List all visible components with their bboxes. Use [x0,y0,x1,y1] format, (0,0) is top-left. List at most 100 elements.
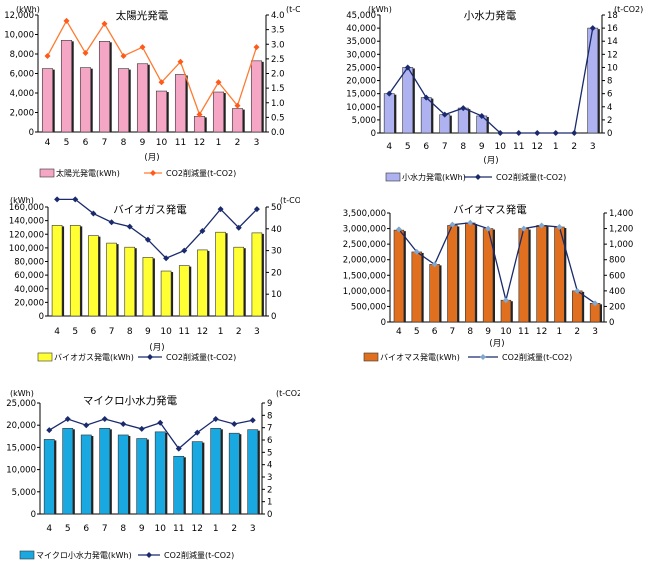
y-tick-label-left: 0 [29,128,34,138]
line-point [101,20,108,27]
x-tick-label: 6 [83,524,89,534]
y-tick-label-right: 5 [267,448,272,458]
x-tick-label: 3 [590,142,596,152]
line-point [478,112,485,119]
y-tick-label-left: 2,500,000 [343,240,386,250]
y-tick-label-right: 8 [607,77,612,87]
x-tick-label: 6 [83,138,89,148]
line-point [157,419,164,426]
x-tick-label: 9 [139,524,145,534]
bar [136,438,148,515]
x-tick-label: 6 [91,327,97,337]
legend-line-label: CO2削減量(t-CO2) [166,168,236,178]
x-tick-label: 12 [194,138,205,148]
line-point [54,196,61,203]
y-tick-label-left: 2,000 [10,109,34,119]
y-tick-label-left: 3,500,000 [343,209,386,219]
y-tick-label-right: 0 [271,312,276,322]
line-point [253,44,260,51]
x-tick-label: 4 [46,524,52,534]
line-point [515,130,522,136]
line-point [497,130,504,136]
bar [98,41,111,133]
x-axis-label: (月) [483,156,498,166]
bar [215,231,226,317]
y-unit-left: (kWh) [10,389,34,398]
y-tick-label-right: 2.5 [271,55,285,65]
bar [210,428,222,515]
legend-line-marker [147,354,153,360]
bar [117,434,129,515]
y-tick-label-left: 80,000 [14,258,44,268]
legend-line-label: CO2削減量(t-CO2) [502,352,572,362]
line-point [101,416,108,423]
y-tick-label-left: 1,500,000 [343,271,386,281]
legend-bar-swatch [39,168,55,178]
line-point [120,420,127,427]
bar [178,265,190,317]
chart-biogas: 0 20,000 40,000 60,000 80,000 100,000 120,000 1… [0,193,300,375]
line-point [404,64,411,71]
line-point [83,422,90,429]
y-tick-label-left: 20,000 [346,77,376,87]
line-point [196,111,203,118]
line-point [485,225,492,232]
bar [233,246,245,317]
y-unit-left: (kWh) [16,5,40,14]
x-tick-label: 3 [254,138,260,148]
y-tick-label-right: 1,400 [609,209,633,219]
bar [124,246,136,317]
line-point [199,227,206,234]
y-unit-right: (t-CO2) [276,389,300,398]
bar [465,222,476,323]
y-tick-label-left: 40,000 [346,24,376,34]
x-tick-label: 2 [231,524,237,534]
y-tick-label-right: 2 [607,116,612,126]
bar [155,90,168,133]
legend-bar-label: 太陽光発電(kWh) [56,168,120,178]
x-tick-label: 7 [442,142,448,152]
line-point [215,79,222,86]
y-tick-label-left: 25,000 [346,63,376,73]
bar [191,441,203,515]
bar [136,63,149,133]
y-tick-label-left: 35,000 [346,37,376,47]
x-tick-label: 10 [160,327,172,337]
x-tick-label: 11 [175,138,186,148]
chart-title: バイオマス発電 [453,203,527,216]
y-tick-label-left: 12,000 [4,11,34,21]
y-tick-label-right: 800 [609,256,625,266]
chart-svg: 0 5,000 10,000 15,000 20,000 25,000 30,000 35,0… [346,5,643,182]
y-tick-label-left: 15,000 [6,443,36,453]
y-unit-right: (t-CO2) [286,5,300,14]
bar [142,257,154,317]
legend-bar-swatch [363,352,379,362]
bar [99,428,111,515]
legend-bar-label: 小水力発電(kWh) [402,172,466,182]
line-point [64,416,71,423]
x-tick-label: 7 [109,327,115,337]
x-tick-label: 12 [197,327,208,337]
x-tick-label: 3 [254,327,260,337]
bar [420,97,432,134]
line-point [163,255,170,262]
x-tick-label: 8 [120,524,126,534]
bar [117,68,130,133]
bar [383,93,395,134]
x-tick-label: 9 [140,138,146,148]
y-tick-label-right: 16 [607,24,618,34]
y-tick-label-right: 10 [607,63,618,73]
y-tick-label-left: 100,000 [9,244,44,254]
chart-title: 小水力発電 [464,9,517,22]
bar [193,116,206,133]
bar [174,74,187,133]
y-tick-label-right: 20 [271,268,282,278]
y-tick-label-right: 200 [609,302,625,312]
y-tick-label-right: 1,200 [609,225,633,235]
chart-svg: 05,00010,00015,00020,00025,0000123456789… [6,389,300,560]
chart-title: バイオガス発電 [113,203,187,216]
series-line [57,198,258,260]
x-axis-label: (月) [144,153,159,163]
y-tick-label-right: 8 [267,411,272,421]
line-point [82,50,89,57]
